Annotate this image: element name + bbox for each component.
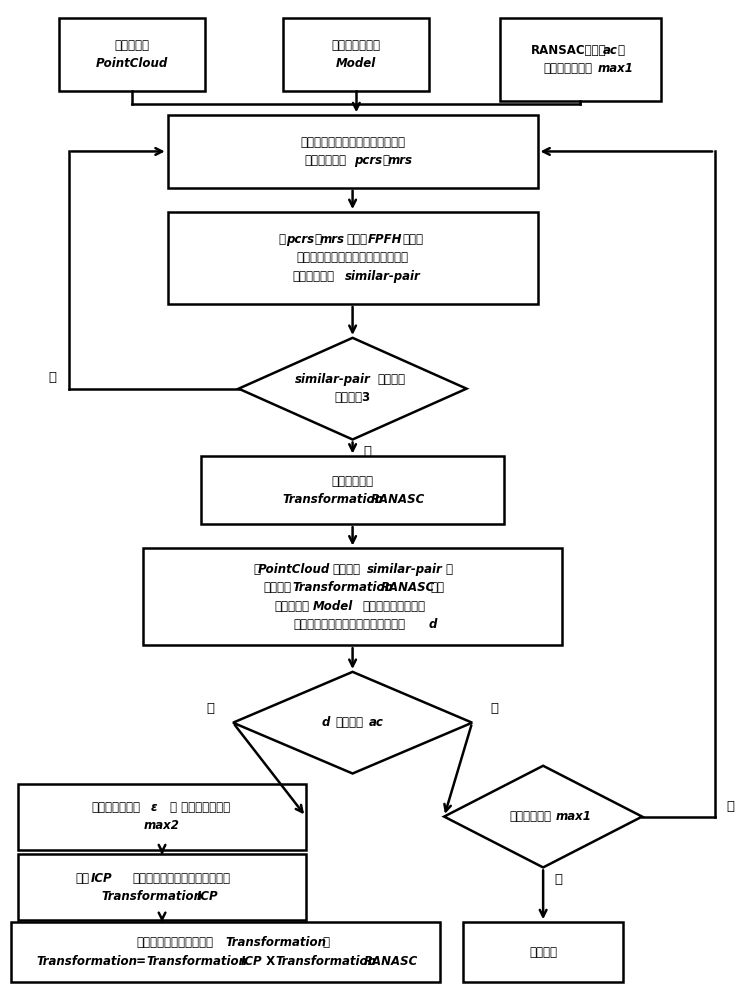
Text: 估算转移矩阵: 估算转移矩阵 [332,475,374,488]
Text: 的点经过: 的点经过 [264,581,292,594]
Text: 上的不在: 上的不在 [332,563,360,576]
Text: ε: ε [151,801,157,814]
Bar [18,784,306,850]
Text: 算法进行微调，并计算转移矩阵: 算法进行微调，并计算转移矩阵 [133,872,231,885]
Text: 和: 和 [314,233,322,246]
Text: Transformation: Transformation [102,890,202,903]
Text: RANASC: RANASC [370,493,425,506]
Text: Transformation: Transformation [146,955,247,968]
Bar [284,18,429,91]
Text: Transformation: Transformation [275,955,376,968]
Text: 是: 是 [364,445,371,458]
Text: 否: 否 [48,371,56,384]
Text: 设置误差接受度: 设置误差接受度 [91,801,140,814]
Bar [143,548,562,645]
Text: PointCloud: PointCloud [258,563,330,576]
Text: ac: ac [368,716,383,729]
Text: pcrs: pcrs [354,154,382,167]
Text: 分别随机选取生成点云和模型点云: 分别随机选取生成点云和模型点云 [300,136,405,149]
Text: RANASC: RANASC [381,581,435,594]
Text: similar-pair: similar-pair [367,563,442,576]
Bar [201,456,504,524]
Text: 在: 在 [278,233,286,246]
Text: 将: 将 [253,563,260,576]
Text: 变换: 变换 [430,581,444,594]
Text: d: d [322,716,330,729]
Text: RANASC: RANASC [364,955,418,968]
Text: 中点对数: 中点对数 [377,373,406,386]
Bar [168,115,538,188]
Polygon shape [238,338,466,439]
Text: mrs: mrs [388,154,413,167]
Text: 配准失败: 配准失败 [530,946,557,959]
Bar [59,18,205,91]
Text: 是: 是 [554,873,562,886]
Text: 在的点，统计这类点的个数，并记作: 在的点，统计这类点的个数，并记作 [293,618,405,631]
Text: 使用: 使用 [75,872,89,885]
Text: RANSAC接受度: RANSAC接受度 [531,44,607,57]
Text: Transformation: Transformation [283,493,384,506]
Text: FPFH: FPFH [368,233,403,246]
Text: ICP: ICP [241,955,262,968]
Text: 特征使: 特征使 [403,233,424,246]
Bar [500,18,661,101]
Text: 上根据: 上根据 [346,233,368,246]
Text: max1: max1 [555,810,591,823]
Text: 和: 和 [382,154,389,167]
Text: 是: 是 [206,702,214,715]
Text: 上的点，记作: 上的点，记作 [304,154,346,167]
Polygon shape [444,766,642,867]
Text: 否: 否 [490,702,499,715]
Text: 配准成功，输出转移矩阵: 配准成功，输出转移矩阵 [136,936,214,949]
Text: ICP: ICP [196,890,218,903]
Bar [168,212,538,304]
Text: =: = [133,955,151,968]
Text: PointCloud: PointCloud [96,57,168,70]
Text: mrs: mrs [320,233,345,246]
Text: 迭代次数超过: 迭代次数超过 [509,810,551,823]
Text: max2: max2 [144,819,180,832]
Text: 最大迭代次数－: 最大迭代次数－ [543,62,592,75]
Bar [18,854,306,920]
Text: similar-pair: similar-pair [345,270,421,283]
Text: pcrs: pcrs [286,233,314,246]
Text: Transformation: Transformation [292,581,394,594]
Text: 大于等于: 大于等于 [335,716,363,729]
Text: Model: Model [313,600,352,613]
Text: Transformation: Transformation [225,936,326,949]
Text: max1: max1 [598,62,634,75]
Text: 和 最大迭代次数二: 和 最大迭代次数二 [170,801,230,814]
Text: 后，并能在: 后，并能在 [274,600,309,613]
Text: 用相似度进行匹配，选出匹配成功的: 用相似度进行匹配，选出匹配成功的 [296,251,409,264]
Text: X: X [262,955,280,968]
Text: similar-pair: similar-pair [295,373,370,386]
Text: d: d [428,618,436,631]
Text: 上一定领域范围内存: 上一定领域范围内存 [362,600,425,613]
Text: 否: 否 [726,800,734,813]
Bar [10,922,440,982]
Text: Transformation: Transformation [36,955,137,968]
Text: 与: 与 [618,44,625,57]
Text: 点对，并记作: 点对，并记作 [292,270,334,283]
Polygon shape [233,672,472,774]
Text: 上: 上 [446,563,452,576]
Text: ，: ， [322,936,329,949]
Text: ac: ac [602,44,617,57]
Text: Model: Model [336,57,376,70]
Text: 大于等于3: 大于等于3 [334,391,370,404]
Bar [463,922,623,982]
Text: 三维模型的点云: 三维模型的点云 [332,39,381,52]
Text: ICP: ICP [92,872,112,885]
Text: 生成的点云: 生成的点云 [115,39,150,52]
